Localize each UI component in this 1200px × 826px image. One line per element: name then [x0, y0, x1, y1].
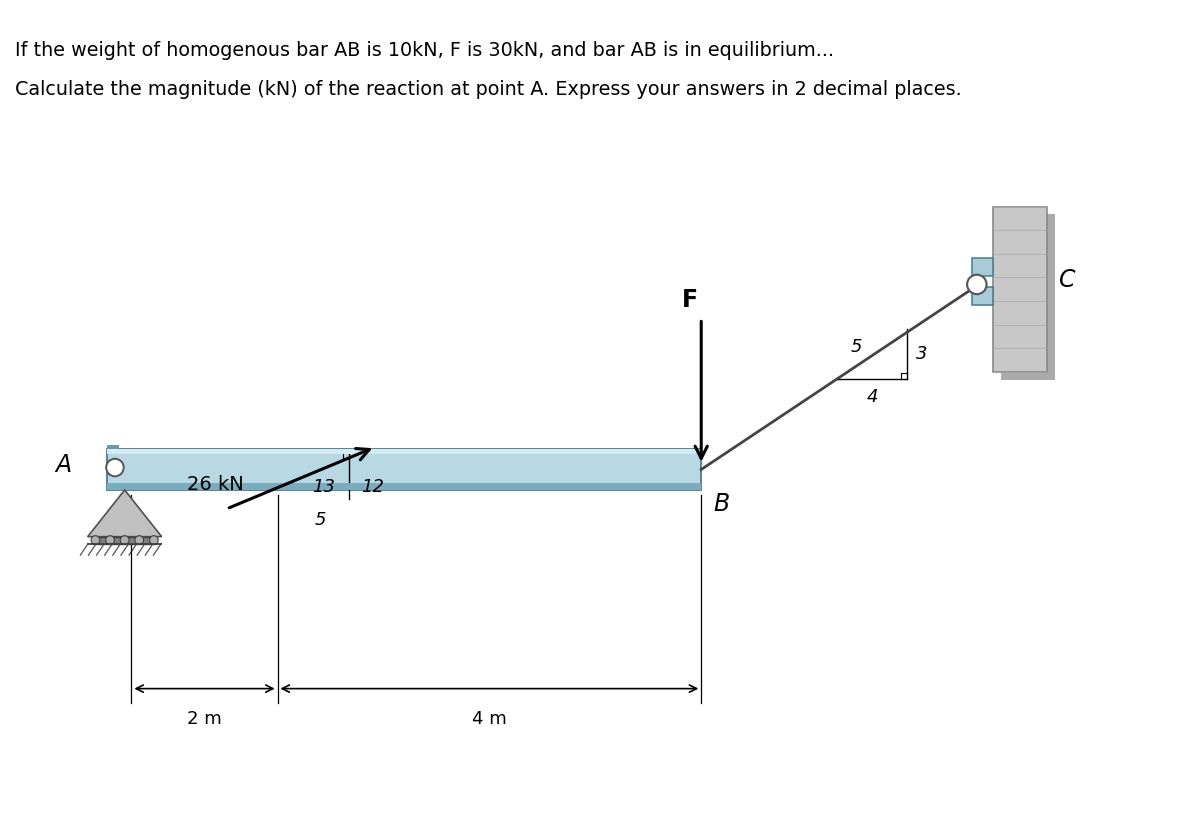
Text: 5: 5	[314, 511, 326, 529]
Circle shape	[91, 536, 100, 544]
Text: 5: 5	[851, 339, 863, 356]
Polygon shape	[972, 287, 994, 305]
Polygon shape	[972, 259, 994, 276]
Polygon shape	[107, 483, 701, 490]
Polygon shape	[994, 206, 1046, 372]
Text: 3: 3	[917, 345, 928, 363]
Text: A: A	[55, 453, 71, 477]
Text: 4 m: 4 m	[472, 710, 506, 728]
Polygon shape	[107, 449, 701, 454]
Text: If the weight of homogenous bar AB is 10kN, F is 30kN, and bar AB is in equilibr: If the weight of homogenous bar AB is 10…	[14, 41, 834, 60]
Text: Calculate the magnitude (kN) of the reaction at point A. Express your answers in: Calculate the magnitude (kN) of the reac…	[14, 80, 961, 99]
Circle shape	[106, 458, 124, 477]
Circle shape	[150, 536, 158, 544]
Circle shape	[967, 275, 986, 294]
Text: C: C	[1058, 268, 1075, 292]
Polygon shape	[107, 449, 701, 490]
Polygon shape	[1001, 214, 1055, 380]
Circle shape	[106, 536, 114, 544]
Text: 2 m: 2 m	[187, 710, 222, 728]
Text: 12: 12	[361, 477, 384, 496]
Text: B: B	[713, 491, 730, 515]
Circle shape	[120, 536, 130, 544]
Text: 13: 13	[312, 477, 335, 496]
Circle shape	[134, 536, 144, 544]
Polygon shape	[88, 490, 162, 537]
Text: 26 kN: 26 kN	[186, 475, 244, 494]
Text: 4: 4	[866, 388, 878, 406]
Text: F: F	[682, 287, 697, 311]
Polygon shape	[107, 445, 119, 449]
Polygon shape	[94, 537, 156, 544]
